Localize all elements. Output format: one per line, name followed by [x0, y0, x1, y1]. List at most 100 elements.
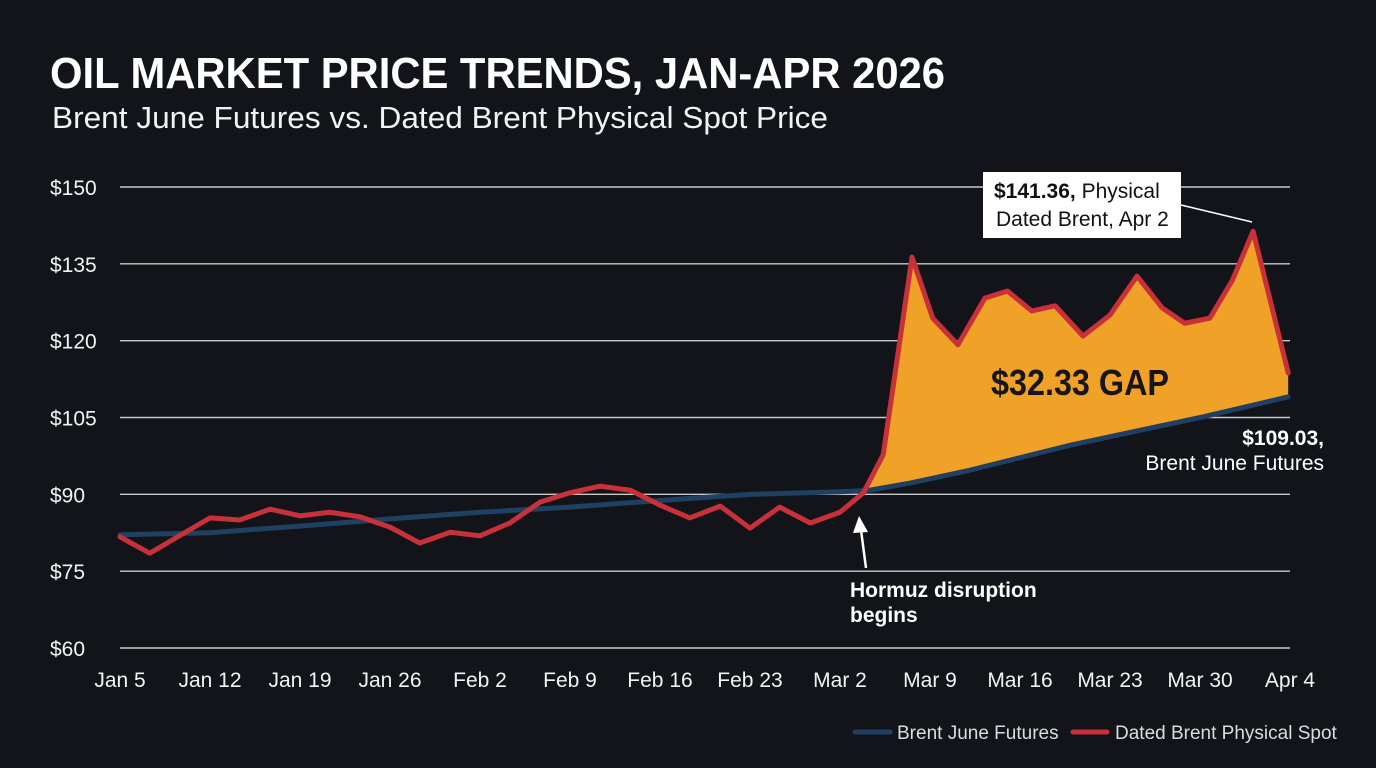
spot-data-point [1053, 303, 1058, 308]
spot-data-point [910, 255, 914, 260]
spot-data-point [358, 514, 363, 519]
spot-data-point [1251, 229, 1256, 234]
y-tick-label: $150 [50, 177, 97, 200]
futures-data-point [388, 516, 392, 521]
legend-label-futures: Brent June Futures [897, 723, 1059, 744]
chart-title: OIL MARKET PRICE TRENDS, JAN-APR 2026 [50, 49, 945, 98]
futures-end-value: $109.03, [1242, 427, 1324, 450]
x-tick-label: Mar 16 [987, 669, 1052, 692]
spot-data-point [417, 540, 422, 545]
x-tick-label: Feb 9 [543, 669, 597, 692]
spot-data-point [718, 504, 723, 509]
spot-data-point [1286, 370, 1291, 375]
futures-data-point [1286, 394, 1291, 399]
x-tick-label: Jan 5 [94, 669, 145, 692]
peak-text: Physical [1076, 180, 1160, 203]
gap-label: $32.33 GAP [991, 362, 1169, 403]
spot-data-point [955, 342, 960, 347]
spot-data-point [147, 551, 152, 556]
x-tick-label: Feb 2 [453, 669, 507, 692]
legend-label-spot: Dated Brent Physical Spot [1115, 723, 1338, 744]
spot-data-point [298, 513, 302, 518]
spot-data-point [327, 510, 332, 515]
spot-data-point [808, 521, 813, 526]
spot-data-point [597, 484, 602, 489]
spot-data-point [538, 500, 543, 505]
peak-leader-line [1180, 204, 1253, 223]
futures-data-point [1200, 414, 1205, 419]
spot-data-point [748, 526, 752, 531]
spot-data-point [1160, 305, 1165, 310]
futures-end-label: Brent June Futures [1145, 452, 1324, 475]
spot-data-point [658, 503, 662, 508]
futures-data-point [568, 505, 572, 510]
spot-data-point [237, 517, 242, 522]
futures-data-point [838, 489, 842, 494]
legend: Brent June Futures Dated Brent Physical … [852, 723, 1338, 744]
peak-annotation-line1: $141.36, Physical [994, 180, 1160, 203]
spot-price-line [117, 228, 1291, 556]
y-tick-label: $120 [50, 331, 97, 354]
x-tick-label: Mar 23 [1077, 669, 1142, 692]
y-tick-label: $60 [50, 638, 85, 661]
spot-data-point [930, 316, 935, 321]
chart-subtitle: Brent June Futures vs. Dated Brent Physi… [52, 100, 828, 135]
x-tick-label: Mar 9 [903, 669, 957, 692]
spot-data-point [881, 452, 886, 457]
y-tick-label: $75 [50, 561, 85, 584]
peak-annotation-line2: Dated Brent, Apr 2 [996, 208, 1169, 231]
x-tick-label: Feb 23 [717, 669, 782, 692]
event-arrow [853, 516, 868, 569]
spot-data-point [448, 530, 453, 535]
spot-data-point [861, 490, 866, 495]
spot-data-point [982, 296, 987, 301]
spot-data-point [507, 521, 512, 526]
y-tick-label: $90 [50, 484, 85, 507]
spot-data-point [1005, 288, 1010, 293]
spot-data-point [1207, 316, 1212, 321]
x-tick-label: Jan 26 [358, 669, 421, 692]
x-axis-labels: Jan 5 Jan 12 Jan 19 Jan 26 Feb 2 Feb 9 Feb 16 F… [94, 669, 1315, 692]
x-tick-label: Feb 16 [627, 669, 692, 692]
y-tick-label: $135 [50, 254, 97, 277]
futures-data-point [967, 468, 972, 473]
x-tick-label: Jan 19 [268, 669, 331, 692]
spot-data-point [777, 505, 782, 510]
futures-data-point [748, 492, 752, 497]
futures-data-point [908, 481, 913, 486]
x-tick-label: Apr 4 [1265, 669, 1316, 692]
futures-data-point [208, 530, 212, 535]
event-label-line1: Hormuz disruption [850, 579, 1037, 602]
peak-value: $141.36, [994, 180, 1076, 203]
y-axis-labels: $60 $75 $90 $105 $120 $135 $150 [50, 177, 97, 661]
gap-area-fill [863, 231, 1289, 493]
spot-data-point [1108, 313, 1112, 318]
y-tick-label: $105 [50, 408, 97, 431]
x-tick-label: Mar 2 [813, 669, 867, 692]
spot-data-point [388, 525, 392, 530]
spot-data-point [1230, 278, 1235, 283]
x-tick-label: Mar 30 [1167, 669, 1232, 692]
spot-data-point [568, 490, 572, 495]
spot-data-point [1182, 321, 1187, 326]
spot-data-point [478, 533, 482, 538]
spot-data-point [687, 515, 692, 520]
futures-data-point [478, 510, 482, 515]
futures-data-point [867, 488, 872, 493]
spot-data-point [838, 510, 842, 515]
futures-data-point [658, 498, 662, 503]
series-lines [117, 228, 1291, 556]
futures-data-point [1068, 443, 1073, 448]
spot-data-point [1135, 274, 1139, 279]
spot-data-point [1081, 334, 1085, 339]
spot-data-point [268, 507, 273, 512]
futures-data-point [298, 524, 302, 529]
spot-data-point [628, 488, 633, 493]
x-tick-label: Jan 12 [178, 669, 241, 692]
peak-annotation-box [983, 172, 1181, 238]
spot-data-point [118, 534, 122, 539]
event-label-line2: begins [850, 604, 918, 627]
spot-data-point [1029, 308, 1034, 313]
spot-data-point [208, 515, 212, 520]
